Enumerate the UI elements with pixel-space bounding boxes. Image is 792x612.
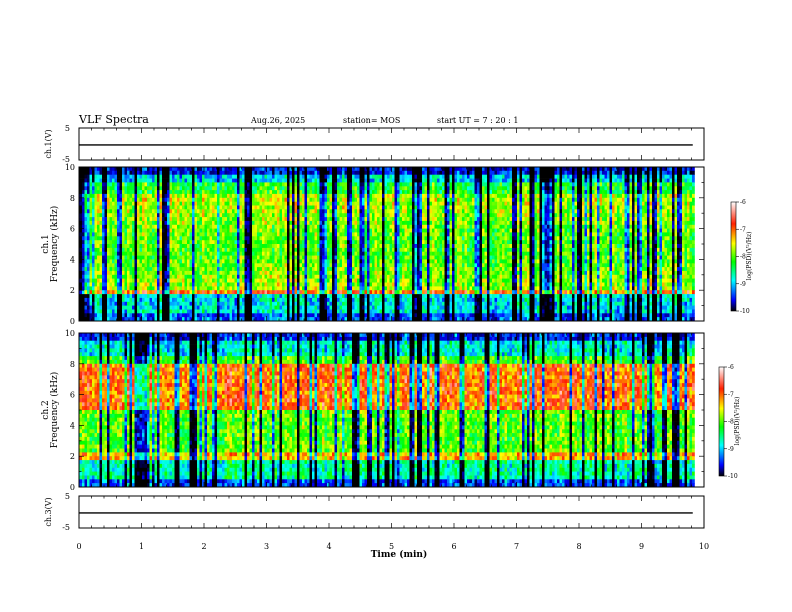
time-tick-label: 10: [699, 542, 709, 551]
start-time-label: start UT = 7 : 20 : 1: [437, 116, 518, 125]
time-tick-label: 8: [576, 542, 581, 551]
colorbar-tick-label: -9: [728, 446, 734, 453]
time-tick-label: 0: [76, 542, 81, 551]
ch2-spectrogram-panel: 0 2 4 6 8 10 ch.2 Frequency (kHz) -6 -7 -8 -9 -10…: [41, 329, 741, 492]
ch1-colorbar-ticks: -6 -7 -8 -9 -10: [736, 199, 750, 315]
freq-tick-label: 2: [70, 452, 75, 461]
colorbar-tick-label: -9: [740, 281, 746, 288]
colorbar-tick-label: -8: [740, 254, 746, 261]
freq-tick-label: 10: [65, 163, 75, 172]
ch3-waveform-frame: [78, 495, 705, 529]
figure-title: VLF Spectra: [78, 113, 149, 126]
ch2-colorbar: -6 -7 -8 -9 -10 log(PSD)(V²/Hz): [718, 364, 741, 480]
ch3-waveform-panel: 5 -5 ch.3(V): [44, 492, 705, 532]
ch1-spectrogram-xticks: [78, 167, 705, 321]
ch2-spectrogram-ylabel-channel: ch.2: [41, 400, 51, 419]
time-tick-label: 2: [201, 542, 206, 551]
time-tick-label: 9: [639, 542, 644, 551]
ch1-waveform-ylabel: ch.1(V): [44, 129, 53, 158]
ch1-ytick-bottom: -5: [62, 155, 70, 164]
ch1-spectrogram-panel: 0 2 4 6 8 10 ch.1 Frequency (kHz) -6 -7 -8 -9 -10…: [41, 163, 753, 326]
ch3-ytick-bottom: -5: [62, 523, 70, 532]
ch1-spectrogram-ylabel-freq: Frequency (kHz): [49, 206, 60, 283]
ch3-waveform-xticks: [78, 496, 705, 528]
freq-tick-label: 6: [70, 225, 75, 234]
colorbar-tick-label: -10: [728, 473, 738, 480]
ch2-spectrogram-xticks: [78, 333, 705, 487]
freq-tick-label: 8: [70, 360, 75, 369]
ch3-waveform-ylabel: ch.3(V): [44, 497, 53, 526]
ch1-waveform-panel: 5 -5 ch.1(V): [44, 124, 705, 164]
time-axis: 0 1 2 3 4 5 6 7 8 9 10: [76, 542, 709, 551]
time-tick-label: 3: [264, 542, 269, 551]
colorbar-tick-label: -10: [740, 308, 750, 315]
ch2-spectrogram-image: [79, 333, 695, 488]
freq-tick-label: 0: [70, 483, 75, 492]
ch1-ytick-top: 5: [65, 124, 70, 133]
time-tick-label: 1: [139, 542, 144, 551]
colorbar-tick-label: -8: [728, 419, 734, 426]
ch1-spectrogram-ylabel-channel: ch.1: [41, 234, 51, 253]
time-tick-label: 4: [326, 542, 331, 551]
date-label: Aug.26, 2025: [250, 116, 305, 125]
colorbar-tick-label: -7: [728, 391, 734, 398]
freq-tick-label: 10: [65, 329, 75, 338]
freq-tick-label: 0: [70, 317, 75, 326]
ch2-colorbar-bar: [718, 366, 725, 477]
ch2-colorbar-label: log(PSD)(V²/Hz): [734, 397, 741, 446]
time-tick-label: 6: [451, 542, 456, 551]
ch3-ytick-top: 5: [65, 492, 70, 501]
ch1-colorbar-label: log(PSD)(V²/Hz): [746, 232, 753, 281]
ch2-freq-ticks: 0 2 4 6 8 10: [65, 329, 704, 492]
freq-tick-label: 4: [70, 255, 75, 264]
station-label: station= MOS: [343, 116, 400, 125]
ch2-colorbar-ticks: -6 -7 -8 -9 -10: [724, 364, 738, 480]
ch1-colorbar: -6 -7 -8 -9 -10 log(PSD)(V²/Hz): [730, 199, 753, 315]
freq-tick-label: 6: [70, 391, 75, 400]
time-tick-label: 5: [389, 542, 394, 551]
ch1-waveform-frame: [78, 127, 705, 161]
freq-tick-label: 8: [70, 194, 75, 203]
colorbar-tick-label: -6: [728, 364, 734, 371]
time-axis-label: Time (min): [371, 549, 428, 560]
colorbar-tick-label: -7: [740, 226, 746, 233]
freq-tick-label: 4: [70, 421, 75, 430]
ch2-spectrogram-ylabel-freq: Frequency (kHz): [49, 372, 60, 449]
ch1-colorbar-bar: [730, 201, 737, 312]
time-tick-label: 7: [514, 542, 519, 551]
freq-tick-label: 2: [70, 286, 75, 295]
ch1-waveform-xticks: [78, 128, 705, 160]
ch1-spectrogram-image: [79, 167, 695, 322]
ch1-freq-ticks: 0 2 4 6 8 10: [65, 163, 704, 326]
colorbar-tick-label: -6: [740, 199, 746, 206]
